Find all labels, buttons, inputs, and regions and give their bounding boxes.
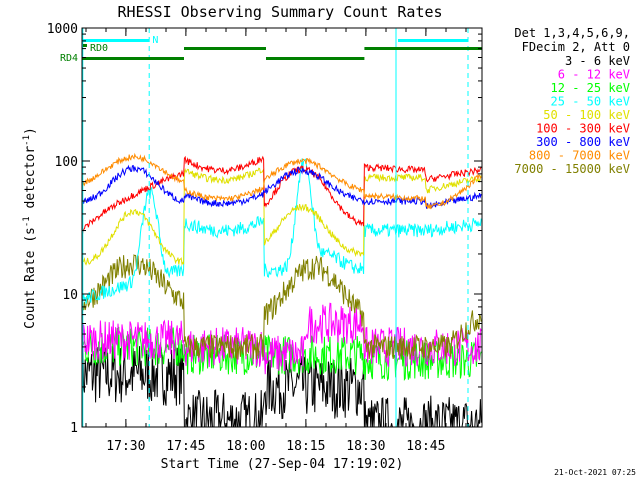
y-tick-label-3: 1000	[47, 22, 78, 37]
y-axis-label-sup2: -1	[22, 135, 32, 146]
x-tick-label-4: 18:30	[346, 439, 385, 454]
legend-entry-4: 50 - 100 keV	[543, 108, 630, 122]
rd4-flag-bar-3	[364, 47, 482, 50]
series-1-line	[82, 302, 482, 375]
y-axis-label-end: )	[23, 127, 38, 135]
series-0-line	[82, 342, 482, 427]
timestamp: 21-Oct-2021 07:25	[554, 468, 636, 477]
series-5-line	[82, 155, 482, 235]
legend: Det 1,3,4,5,6,9, FDecim 2, Att 0 3 - 6 k…	[514, 26, 630, 176]
y-tick-label-0: 1	[70, 421, 78, 436]
y-axis-label: Count Rate (s-1 detector-1)	[22, 127, 38, 329]
rd0-flag-mark	[83, 44, 87, 47]
y-tick-label-1: 10	[62, 288, 78, 303]
legend-header-line-1: Det 1,3,4,5,6,9,	[514, 26, 630, 40]
legend-entry-8: 7000 - 15000 keV	[514, 162, 630, 176]
legend-entry-1: 6 - 12 keV	[558, 68, 630, 82]
legend-entry-3: 25 - 50 keV	[551, 95, 630, 109]
plot-area: N RD0 RD4	[60, 27, 483, 428]
x-tick-label-1: 17:45	[166, 439, 205, 454]
x-axis-label: Start Time (27-Sep-04 17:19:02)	[161, 457, 404, 472]
legend-header-line-2: FDecim 2, Att 0	[522, 40, 630, 54]
y-tick-label-2: 100	[55, 155, 78, 170]
x-tick-label-3: 18:15	[286, 439, 325, 454]
series-6-line	[82, 164, 482, 209]
rd4-flag-label: RD4	[60, 53, 78, 64]
legend-entry-0: 3 - 6 keV	[565, 54, 630, 68]
series-layer	[82, 152, 482, 427]
series-7-line	[82, 152, 482, 210]
axes-layer: 17:30 17:45 18:00 18:15 18:30 18:45 1 10 100 1000	[47, 22, 482, 454]
y-axis-label-sup1: -1	[22, 216, 32, 227]
x-tick-label-0: 17:30	[106, 439, 145, 454]
legend-entry-6: 300 - 800 keV	[536, 135, 630, 149]
x-tick-label-5: 18:45	[406, 439, 445, 454]
series-4-line	[82, 167, 482, 266]
series-8-line	[82, 254, 482, 360]
plot-frame	[81, 27, 483, 428]
legend-entry-5: 100 - 300 keV	[536, 122, 630, 136]
y-axis-label-mid: detector	[23, 146, 38, 217]
flag-layer: N RD0 RD4	[60, 28, 482, 427]
y-axis-label-main: Count Rate (s	[23, 227, 38, 329]
rd0-flag-label: RD0	[90, 43, 108, 54]
n-flag-bar-1	[398, 39, 468, 42]
legend-entry-7: 800 - 7000 keV	[529, 149, 630, 163]
rd4-flag-bar-1	[184, 47, 266, 50]
rd4-flag-bar-0	[82, 57, 184, 60]
rd4-flag-bar-2	[266, 57, 365, 60]
n-flag-label: N	[152, 35, 158, 46]
n-flag-bar-0	[82, 39, 150, 42]
x-tick-label-2: 18:00	[226, 439, 265, 454]
chart-title: RHESSI Observing Summary Count Rates	[117, 3, 442, 21]
legend-entry-2: 12 - 25 keV	[551, 81, 630, 95]
